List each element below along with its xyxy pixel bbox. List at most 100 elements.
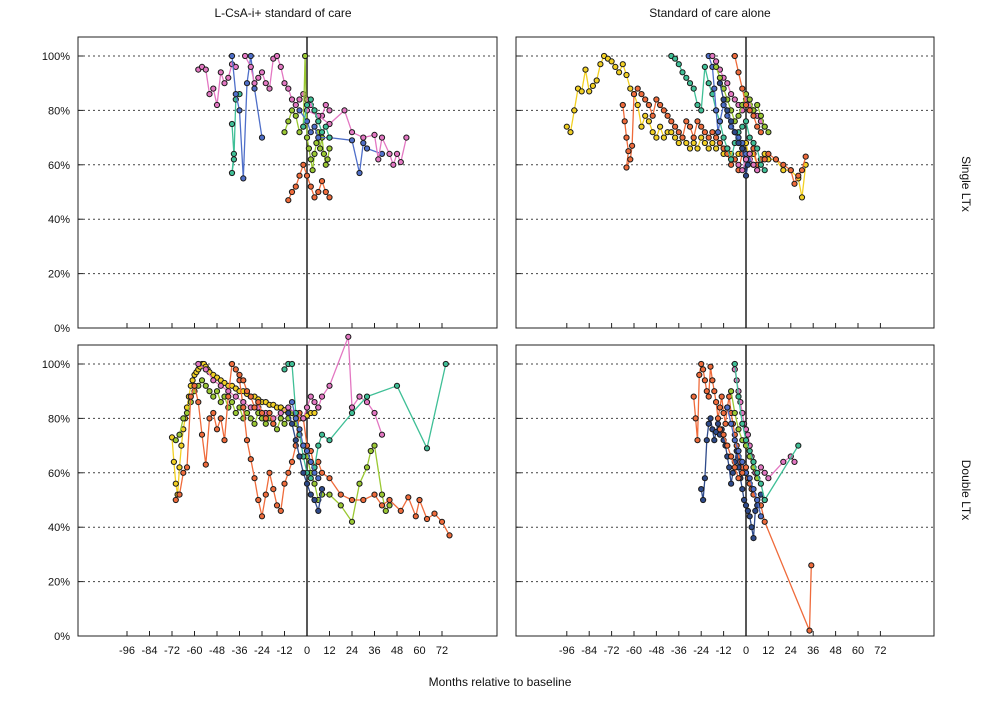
data-point — [311, 480, 318, 487]
data-point — [701, 377, 709, 384]
data-point — [378, 502, 386, 509]
data-point — [303, 480, 311, 487]
data-point — [728, 91, 735, 98]
data-point — [348, 518, 356, 525]
data-point — [780, 167, 787, 174]
x-tick-label: -36 — [232, 645, 248, 657]
data-point — [307, 458, 314, 465]
data-point — [405, 494, 412, 501]
data-point — [288, 188, 296, 196]
data-point — [270, 486, 277, 493]
data-point — [701, 63, 709, 71]
data-point — [675, 61, 682, 68]
data-point — [195, 399, 202, 406]
data-point — [754, 145, 761, 152]
data-point — [638, 91, 645, 98]
data-point — [660, 107, 668, 114]
data-point — [582, 66, 589, 73]
data-point — [707, 415, 714, 422]
data-point — [318, 393, 326, 400]
data-point — [744, 431, 752, 438]
x-tick-label: 60 — [413, 645, 425, 657]
data-point — [232, 63, 239, 71]
data-point — [705, 393, 712, 400]
data-point — [277, 409, 284, 417]
data-point — [356, 480, 363, 487]
data-point — [348, 404, 356, 411]
data-point — [258, 409, 266, 417]
data-point — [739, 469, 746, 476]
x-tick-label: -24 — [254, 645, 270, 657]
data-point — [686, 80, 694, 87]
data-point — [258, 134, 266, 141]
data-point — [750, 458, 757, 465]
data-point — [735, 69, 742, 76]
data-point — [296, 96, 303, 103]
data-point — [742, 172, 750, 179]
data-point — [210, 409, 217, 417]
data-point — [720, 409, 727, 417]
data-point — [701, 139, 709, 147]
data-point — [744, 161, 752, 168]
data-point — [718, 393, 725, 400]
data-point — [701, 129, 709, 136]
y-tick-label: 40% — [48, 522, 70, 534]
data-point — [761, 123, 768, 130]
data-point — [694, 101, 701, 109]
data-point — [746, 107, 753, 114]
data-point — [322, 123, 329, 130]
data-point — [397, 507, 404, 514]
y-tick-label: 20% — [48, 269, 70, 281]
data-point — [742, 437, 750, 444]
data-point — [262, 80, 269, 87]
data-point — [713, 399, 720, 406]
data-point — [180, 415, 187, 422]
data-point — [221, 437, 228, 444]
data-point — [735, 426, 742, 433]
x-tick-label: -72 — [164, 645, 180, 657]
data-point — [700, 366, 707, 373]
x-tick-label: 72 — [874, 645, 886, 657]
data-point — [356, 393, 363, 400]
data-point — [367, 447, 374, 455]
data-point — [739, 145, 746, 152]
data-point — [300, 91, 307, 98]
data-point — [251, 404, 258, 411]
data-point — [230, 150, 237, 157]
data-point — [318, 486, 326, 493]
data-point — [300, 123, 307, 130]
data-point — [210, 377, 217, 384]
data-point — [709, 52, 716, 60]
data-point — [728, 156, 735, 163]
data-point — [739, 123, 746, 130]
data-point — [750, 161, 757, 168]
data-point — [236, 107, 243, 114]
series-magenta — [195, 61, 239, 109]
data-point — [320, 150, 327, 157]
data-point — [642, 112, 649, 119]
data-point — [625, 148, 632, 155]
data-point — [322, 101, 329, 109]
x-tick-label: 24 — [346, 645, 358, 657]
data-point — [363, 145, 371, 152]
data-point — [757, 161, 765, 168]
data-point — [375, 156, 382, 163]
data-point — [808, 562, 815, 569]
data-point — [281, 80, 288, 87]
data-point — [251, 475, 258, 482]
data-point — [713, 58, 720, 65]
data-point — [750, 112, 757, 119]
series-green — [281, 360, 449, 482]
data-point — [307, 96, 314, 103]
data-point — [728, 161, 735, 168]
data-point — [705, 80, 712, 87]
data-point — [731, 52, 738, 60]
data-point — [690, 85, 697, 92]
data-point — [315, 118, 322, 125]
data-point — [746, 513, 753, 520]
data-point — [703, 388, 710, 395]
data-point — [757, 129, 765, 136]
data-point — [798, 167, 806, 174]
x-tick-label: -96 — [119, 645, 135, 657]
data-point — [225, 388, 232, 395]
